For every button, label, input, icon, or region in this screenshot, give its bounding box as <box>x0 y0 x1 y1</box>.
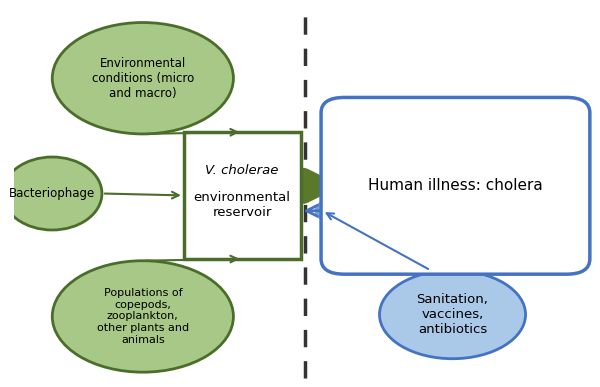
Ellipse shape <box>52 22 233 134</box>
Text: V. cholerae: V. cholerae <box>205 164 279 177</box>
Text: Populations of
copepods,
zooplankton,
other plants and
animals: Populations of copepods, zooplankton, ot… <box>97 288 189 345</box>
Text: Bacteriophage: Bacteriophage <box>9 187 95 200</box>
Ellipse shape <box>52 261 233 372</box>
FancyBboxPatch shape <box>321 98 590 274</box>
Text: Sanitation,
vaccines,
antibiotics: Sanitation, vaccines, antibiotics <box>416 293 488 336</box>
FancyBboxPatch shape <box>184 132 301 259</box>
Ellipse shape <box>379 271 526 359</box>
Text: Environmental
conditions (micro
and macro): Environmental conditions (micro and macr… <box>92 57 194 100</box>
Text: environmental
reservoir: environmental reservoir <box>194 191 290 219</box>
Ellipse shape <box>2 157 102 230</box>
Text: Human illness: cholera: Human illness: cholera <box>368 178 543 194</box>
FancyArrowPatch shape <box>466 257 483 267</box>
